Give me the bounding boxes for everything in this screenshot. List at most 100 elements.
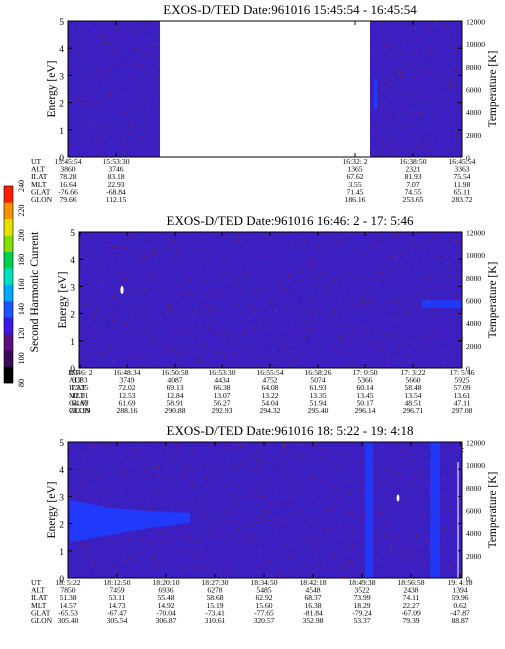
table-cell: 11.98	[454, 180, 471, 189]
table-cell: 61.93	[309, 383, 326, 392]
table-cell: 88.87	[451, 616, 468, 625]
table-cell: 22.93	[107, 180, 124, 189]
table-row-label: MLT	[69, 391, 85, 400]
table-cell: 294.32	[260, 406, 281, 415]
y-tick-label: 1	[70, 338, 75, 348]
table-cell: 57.09	[453, 383, 470, 392]
y-tick-label: 2	[70, 311, 75, 321]
table-cell: 73.99	[353, 593, 370, 602]
table-cell: -81.84	[303, 608, 323, 617]
table-cell: 15:53:30	[102, 157, 129, 166]
colorbar-cell	[4, 251, 13, 269]
y-tick-label: 3	[59, 72, 64, 82]
table-cell: 16.64	[59, 180, 76, 189]
bright-stripe	[374, 79, 377, 109]
table-cell: 51.38	[59, 593, 76, 602]
colorbar-cell	[4, 317, 13, 335]
table-cell: 60.14	[356, 383, 373, 392]
table-cell: 50.17	[356, 398, 373, 407]
table-cell: 16:38:50	[399, 157, 426, 166]
y-tick-label: 1	[59, 548, 64, 558]
table-cell: 295.40	[308, 406, 329, 415]
table-cell: 310.61	[205, 616, 226, 625]
table-cell: 15.60	[255, 601, 272, 610]
table-cell: 112.15	[106, 195, 127, 204]
y-tick-label: 5	[59, 439, 64, 449]
table-cell: 18:56:58	[397, 578, 424, 587]
y2-tick-label: 12000	[466, 229, 485, 238]
colorbar-cell	[4, 186, 13, 203]
table-cell: 7.07	[406, 180, 419, 189]
y-tick-label: 1	[59, 127, 64, 137]
table-cell: 186.16	[345, 195, 366, 204]
table-row-label: UT	[31, 578, 41, 587]
table-row-label: ALT	[31, 165, 45, 174]
y-tick-label: 0	[59, 575, 64, 585]
table-cell: 5485	[256, 586, 271, 595]
panel-2: EXOS-D/TED Date:961016 16:46: 2 - 17: 5:…	[57, 213, 499, 415]
y2-tick-label: 4000	[466, 529, 481, 538]
y2-tick-label: 8000	[466, 484, 481, 493]
table-cell: 320.57	[254, 616, 275, 625]
table-cell: -67.09	[401, 608, 421, 617]
table-cell: 16:55:54	[256, 368, 283, 377]
table-cell: 2321	[405, 165, 420, 174]
table-row-label: MLT	[31, 180, 47, 189]
y2-tick-label: 12000	[466, 18, 485, 27]
table-cell: 16:45:54	[448, 157, 475, 166]
y2-tick-label: 2000	[466, 342, 481, 351]
table-row-label: UT	[69, 368, 79, 377]
table-cell: 17: 0:50	[352, 368, 377, 377]
y-tick-label: 3	[59, 493, 64, 503]
table-cell: 7850	[60, 586, 75, 595]
y2-tick-label: 4000	[466, 319, 481, 328]
table-row-label: GLAT	[31, 187, 51, 196]
table-cell: 74.11	[403, 593, 420, 602]
y-tick-label: 0	[59, 154, 64, 164]
table-cell: 62.92	[255, 593, 272, 602]
colorbar-ticks: 80 100 120 140 160 180 200 220 240	[17, 180, 26, 387]
bright-band	[422, 300, 462, 308]
hot-spot	[396, 494, 400, 502]
plot-frame	[67, 20, 463, 158]
table-cell: 56.27	[213, 398, 230, 407]
colorbar-tick-label: 160	[17, 279, 26, 291]
colorbar-cell	[4, 235, 13, 252]
panel-1-ylabel: Energy [eV]	[46, 61, 58, 118]
table-cell: 5366	[357, 376, 372, 385]
table-cell: 13.61	[453, 391, 470, 400]
panel-2-y2label: Temperature [K]	[487, 262, 499, 339]
colorbar-tick-label: 180	[17, 254, 26, 266]
table-cell: 352.98	[303, 616, 324, 625]
table-cell: 61.69	[118, 398, 135, 407]
table-cell: 48.51	[404, 398, 421, 407]
panel-3-title: EXOS-D/TED Date:961016 18: 5:22 - 19: 4:…	[167, 423, 414, 438]
y2-tick-label: 10000	[466, 251, 485, 260]
table-cell: 67.62	[346, 172, 363, 181]
table-cell: 5925	[454, 376, 469, 385]
table-cell: 3860	[60, 165, 75, 174]
table-cell: 7459	[109, 586, 124, 595]
colorbar-frame	[3, 185, 14, 384]
colorbar-tick-label: 240	[17, 180, 26, 192]
panel-1-y2label: Temperature [K]	[487, 51, 499, 128]
table-cell: 65.11	[454, 187, 471, 196]
table-cell: 53.37	[353, 616, 370, 625]
table-cell: 75.35	[71, 383, 88, 392]
table-cell: 74.55	[404, 187, 421, 196]
y-tick-label: 4	[59, 466, 64, 476]
table-cell: 51.94	[309, 398, 326, 407]
table-cell: 68.37	[304, 593, 321, 602]
colorbar-cell	[4, 350, 13, 367]
table-cell: 5660	[405, 376, 420, 385]
colorbar-tick-label: 100	[17, 352, 26, 364]
colorbar-cell	[4, 202, 13, 220]
panel-3: EXOS-D/TED Date:961016 18: 5:22 - 19: 4:…	[31, 423, 499, 625]
table-cell: -76.66	[58, 187, 78, 196]
table-cell: 14.57	[59, 601, 76, 610]
table-cell: 2438	[403, 586, 418, 595]
table-cell: 1365	[347, 165, 362, 174]
colorbar-cell	[4, 218, 13, 236]
table-cell: 72.02	[118, 383, 135, 392]
y-tick-label: 4	[59, 45, 64, 55]
